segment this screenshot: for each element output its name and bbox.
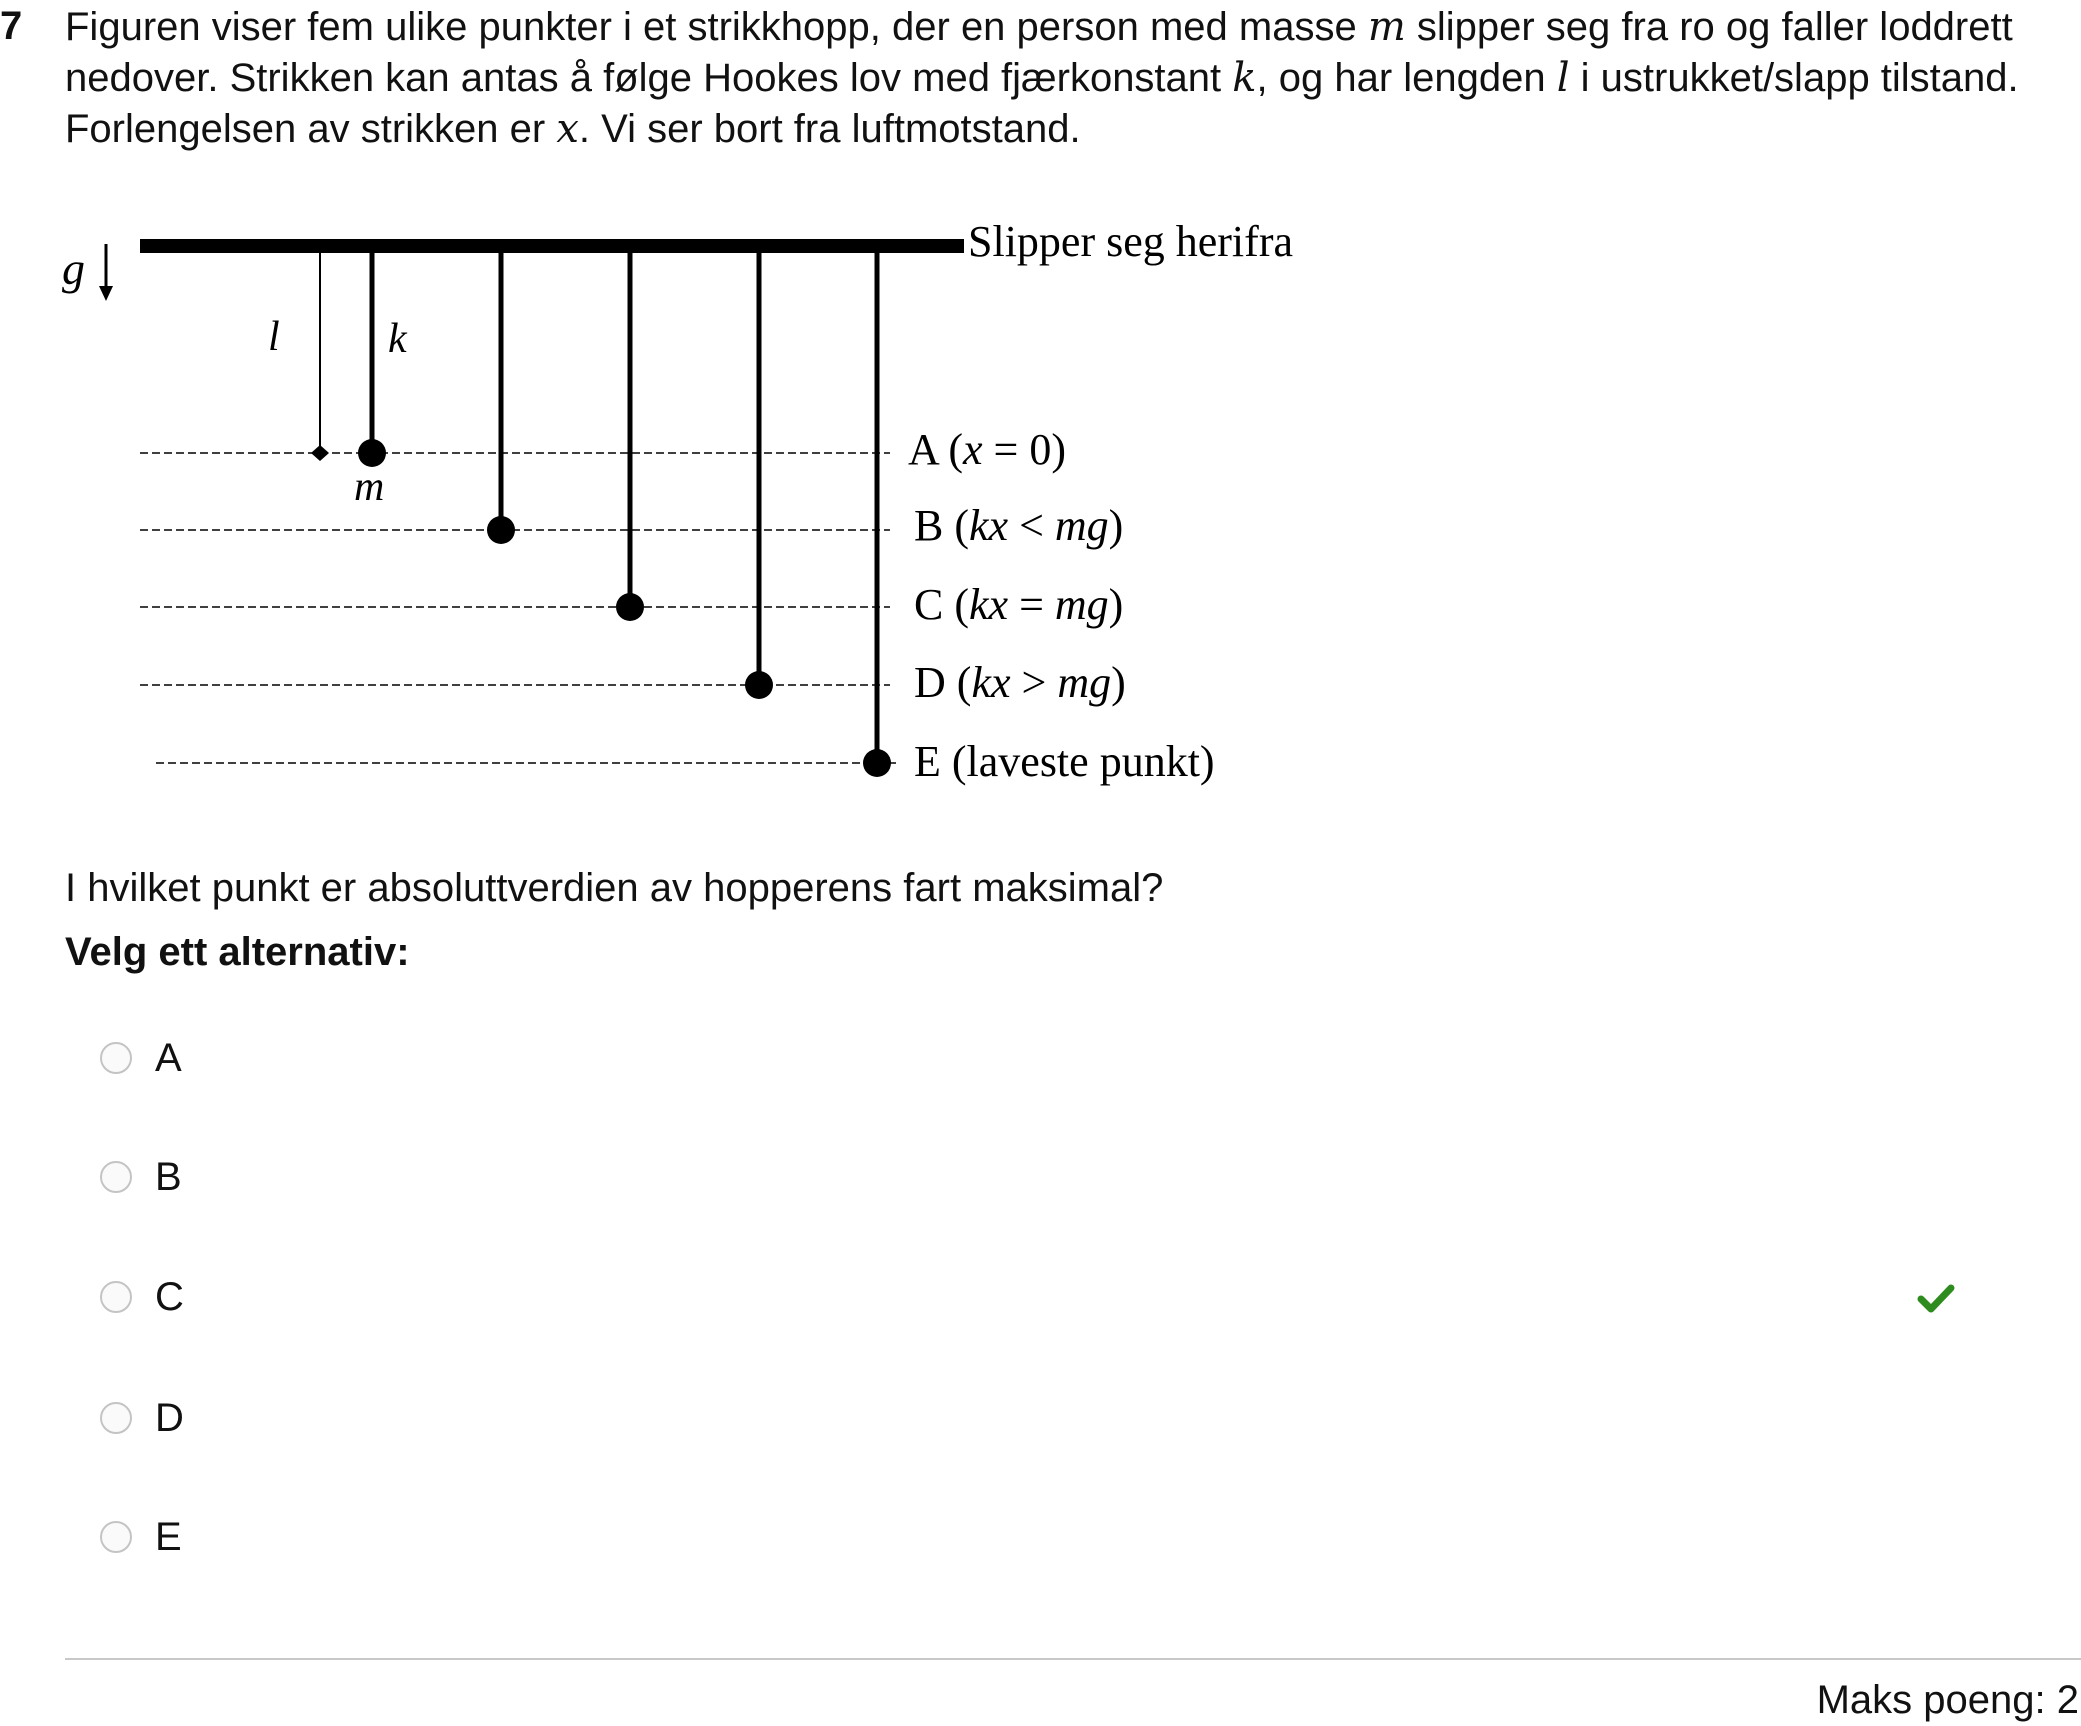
var-x: x — [556, 106, 579, 152]
radio-a[interactable] — [100, 1042, 132, 1074]
mass-c — [616, 593, 644, 621]
radio-c[interactable] — [100, 1281, 132, 1313]
intro-line-3: Forlengelsen av strikken er x. Vi ser bo… — [65, 106, 1081, 152]
var-m: m — [1367, 4, 1406, 50]
check-icon — [1917, 1284, 1955, 1313]
gravity-label: g — [62, 243, 85, 294]
var-l: l — [1556, 55, 1570, 101]
radio-e[interactable] — [100, 1521, 132, 1553]
bungee-diagram: g Slipper seg herifra l k m A (x — [0, 190, 1360, 815]
option-d[interactable]: D — [100, 1390, 184, 1446]
point-label-e: E (laveste punkt) — [914, 737, 1215, 786]
question-prompt: I hvilket punkt er absoluttverdien av ho… — [65, 866, 1164, 910]
down-arrow-icon — [99, 244, 113, 301]
point-label-d: D (kx > mg) — [914, 658, 1126, 707]
mass-label: m — [354, 464, 384, 510]
question-instruction: Velg ett alternativ: — [65, 930, 410, 974]
option-a[interactable]: A — [100, 1030, 182, 1086]
divider — [65, 1658, 2081, 1660]
option-e[interactable]: E — [100, 1509, 182, 1565]
point-label-b: B (kx < mg) — [914, 501, 1123, 550]
spring-label: k — [388, 316, 408, 362]
option-label-d: D — [155, 1395, 184, 1440]
option-label-e: E — [155, 1514, 182, 1559]
max-points: Maks poeng: 2 — [1816, 1678, 2079, 1722]
point-label-c: C (kx = mg) — [914, 580, 1123, 629]
radio-b[interactable] — [100, 1161, 132, 1193]
intro-line-2: nedover. Strikken kan antas å følge Hook… — [65, 55, 2019, 101]
mass-e — [863, 749, 891, 777]
mass-b — [487, 516, 515, 544]
point-label-a: A (x = 0) — [908, 425, 1066, 474]
length-label: l — [268, 314, 280, 360]
option-b[interactable]: B — [100, 1149, 182, 1205]
option-label-b: B — [155, 1154, 182, 1199]
var-k: k — [1232, 55, 1257, 101]
release-label: Slipper seg herifra — [968, 217, 1293, 266]
bungee-diagram-svg: g Slipper seg herifra l k m A (x — [62, 217, 1293, 786]
release-bar — [140, 239, 964, 253]
option-c[interactable]: C — [100, 1269, 184, 1325]
question-number: 7 — [0, 4, 23, 48]
intro-line-1: Figuren viser fem ulike punkter i et str… — [65, 4, 2013, 50]
option-label-a: A — [155, 1035, 182, 1080]
mass-a — [358, 439, 386, 467]
mass-d — [745, 671, 773, 699]
question-intro: Figuren viser fem ulike punkter i et str… — [65, 2, 2081, 155]
radio-d[interactable] — [100, 1402, 132, 1434]
option-label-c: C — [155, 1274, 184, 1319]
